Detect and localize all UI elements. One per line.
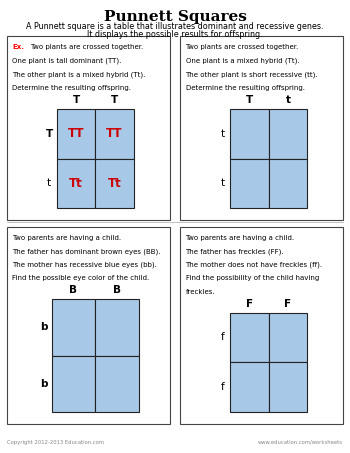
Text: T: T xyxy=(46,129,53,139)
Text: Two plants are crossed together.: Two plants are crossed together. xyxy=(186,44,299,50)
Text: Determine the resulting offspring.: Determine the resulting offspring. xyxy=(12,85,131,91)
Text: The other plant is a mixed hybrid (Tt).: The other plant is a mixed hybrid (Tt). xyxy=(12,72,146,78)
Bar xyxy=(230,313,269,362)
Text: Tt: Tt xyxy=(69,177,83,190)
Text: t: t xyxy=(47,178,51,188)
Text: t: t xyxy=(285,95,290,105)
Text: Determine the resulting offspring.: Determine the resulting offspring. xyxy=(186,85,304,91)
Text: TT: TT xyxy=(106,127,123,140)
Text: One plant is tall dominant (TT).: One plant is tall dominant (TT). xyxy=(12,58,122,64)
Text: f: f xyxy=(220,333,224,342)
Bar xyxy=(230,362,269,412)
Text: B: B xyxy=(70,285,77,295)
Text: The father has dominant brown eyes (BB).: The father has dominant brown eyes (BB). xyxy=(12,248,161,255)
Bar xyxy=(95,356,139,412)
Bar xyxy=(180,36,343,220)
Text: Copyright 2012-2013 Education.com: Copyright 2012-2013 Education.com xyxy=(7,440,104,445)
Text: t: t xyxy=(220,129,224,139)
Text: Two parents are having a child.: Two parents are having a child. xyxy=(12,235,121,241)
Text: One plant is a mixed hybrid (Tt).: One plant is a mixed hybrid (Tt). xyxy=(186,58,299,64)
Text: f: f xyxy=(220,382,224,392)
Text: Two plants are crossed together.: Two plants are crossed together. xyxy=(30,44,144,50)
Text: The mother does not have freckles (ff).: The mother does not have freckles (ff). xyxy=(186,262,323,268)
Bar xyxy=(57,109,95,159)
Bar xyxy=(57,159,95,208)
Text: The other plant is short recessive (tt).: The other plant is short recessive (tt). xyxy=(186,72,318,78)
Text: b: b xyxy=(40,322,48,333)
Text: T: T xyxy=(72,95,80,105)
Text: F: F xyxy=(246,299,253,309)
Text: A Punnett square is a table that illustrates dominant and recessive genes.: A Punnett square is a table that illustr… xyxy=(26,22,324,31)
Text: The mother has recessive blue eyes (bb).: The mother has recessive blue eyes (bb). xyxy=(12,262,157,268)
Text: B: B xyxy=(113,285,121,295)
Text: Find the possible eye color of the child.: Find the possible eye color of the child… xyxy=(12,275,149,281)
Bar xyxy=(269,362,307,412)
Bar xyxy=(230,159,269,208)
Bar xyxy=(52,356,95,412)
Text: TT: TT xyxy=(68,127,84,140)
Text: freckles.: freckles. xyxy=(186,289,215,295)
Text: t: t xyxy=(220,178,224,188)
Text: b: b xyxy=(40,379,48,389)
Bar xyxy=(95,299,139,356)
Text: T: T xyxy=(246,95,253,105)
Bar xyxy=(269,313,307,362)
Text: Punnett Squares: Punnett Squares xyxy=(104,10,246,24)
Text: The father has freckles (FF).: The father has freckles (FF). xyxy=(186,248,284,255)
Text: Two parents are having a child.: Two parents are having a child. xyxy=(186,235,295,241)
Bar xyxy=(7,36,170,220)
Text: Find the possibility of the child having: Find the possibility of the child having xyxy=(186,275,319,281)
Text: It displays the possible results for offspring.: It displays the possible results for off… xyxy=(87,30,263,39)
Text: T: T xyxy=(111,95,118,105)
Bar xyxy=(269,159,307,208)
Bar xyxy=(7,226,170,424)
Bar xyxy=(95,159,134,208)
Bar xyxy=(52,299,95,356)
Text: F: F xyxy=(284,299,292,309)
Bar xyxy=(230,109,269,159)
Bar xyxy=(95,109,134,159)
Bar xyxy=(180,226,343,424)
Text: Ex.: Ex. xyxy=(12,44,24,50)
Bar xyxy=(269,109,307,159)
Text: www.education.com/worksheets: www.education.com/worksheets xyxy=(258,440,343,445)
Text: Tt: Tt xyxy=(108,177,121,190)
